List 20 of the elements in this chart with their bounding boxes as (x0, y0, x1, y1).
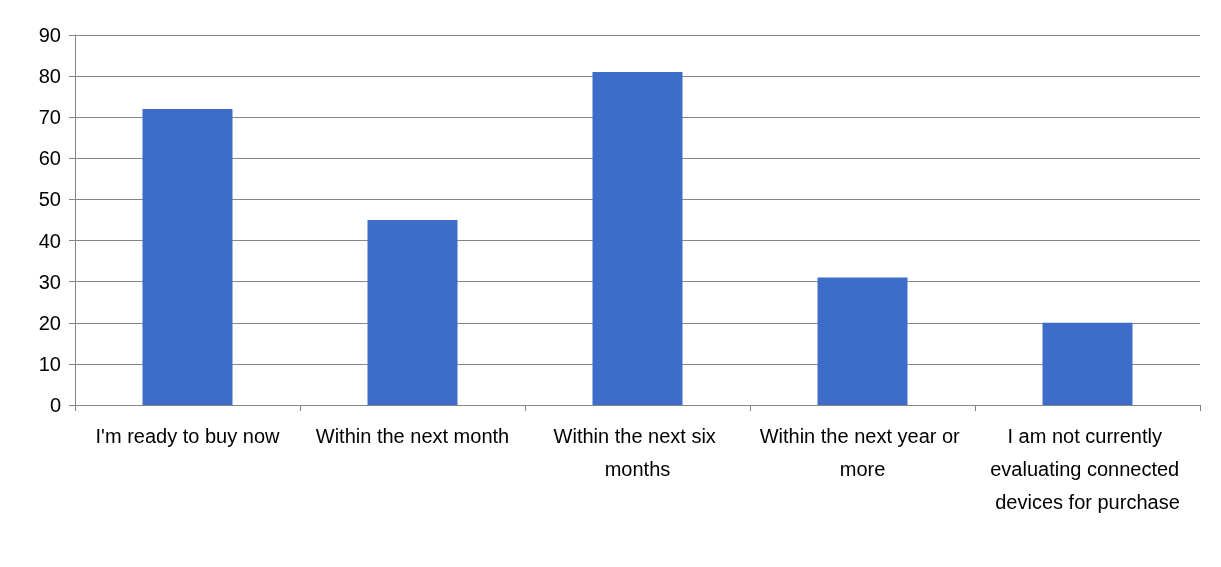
y-tick-label: 90 (38, 24, 61, 46)
y-tick-label: 20 (38, 311, 61, 334)
bar (592, 72, 683, 405)
y-tick-label: 70 (38, 106, 61, 129)
y-tick-label: 80 (38, 65, 61, 88)
y-tick-label: 10 (38, 352, 61, 375)
y-tick-label: 30 (38, 270, 61, 293)
y-tick-label: 60 (38, 147, 61, 170)
bar (1042, 322, 1133, 405)
x-tick-label: I'm ready to buy now (95, 424, 281, 447)
bar (142, 109, 233, 405)
y-tick-label: 40 (38, 229, 61, 252)
bar (367, 220, 458, 405)
y-tick-label: 50 (38, 188, 61, 211)
x-tick-label: Within the next month (315, 424, 510, 447)
bar (817, 277, 908, 405)
x-tick-label: Within the next year or more (759, 424, 966, 480)
x-tick-label: Within the next six months (553, 424, 722, 480)
y-tick-label: 0 (49, 394, 61, 416)
x-tick-label: I am not currently evaluating connected devices for purchase (990, 424, 1185, 513)
